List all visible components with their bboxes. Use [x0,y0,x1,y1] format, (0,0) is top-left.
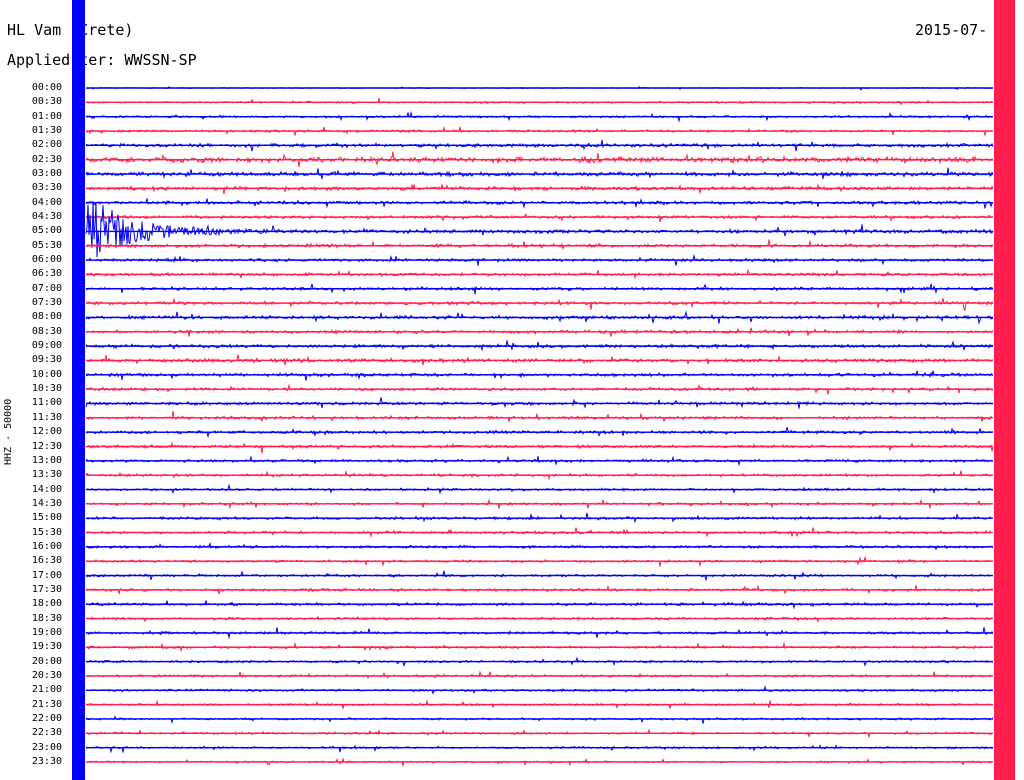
time-tick-label: 14:30 [31,497,62,509]
trace-line [85,201,994,258]
time-tick-label: 05:00 [31,225,62,237]
station-title: HL Vam (Crete) [7,21,134,39]
trace-line [85,383,994,395]
time-tick-label: 14:00 [31,483,62,495]
trace-line [85,411,994,424]
date-label: 2015-07- [915,21,988,39]
time-tick-label: 06:00 [31,254,62,266]
time-tick-label: 09:30 [31,354,62,366]
time-tick-label: 04:00 [31,196,62,208]
trace-line [85,213,994,223]
time-tick-label: 22:30 [31,727,62,739]
right-saturation-bar [994,0,1015,780]
trace-line [85,370,994,381]
time-tick-label: 17:00 [31,569,62,581]
time-tick-label: 08:00 [31,311,62,323]
trace-line [85,340,994,352]
time-tick-label: 03:00 [31,168,62,180]
time-tick-label: 00:00 [31,82,62,93]
time-tick-label: 04:30 [31,211,62,223]
time-tick-label: 11:00 [31,397,62,409]
time-tick-label: 08:30 [31,325,62,337]
time-tick-label: 09:00 [31,340,62,352]
trace-line [85,512,993,524]
trace-line [85,297,994,312]
time-tick-label: 05:30 [31,239,62,251]
time-tick-label: 12:30 [31,440,62,452]
trace-line [85,239,994,250]
time-tick-label: 22:00 [31,712,62,724]
time-tick-label: 07:00 [31,282,62,294]
filter-label: Applied ter: WWSSN-SP [7,51,197,69]
trace-line [85,744,994,754]
time-tick-label: 02:00 [31,139,62,151]
time-tick-label: 06:30 [31,268,62,280]
time-tick-label: 20:00 [31,655,62,667]
time-tick-label: 18:30 [31,612,62,624]
time-tick-label: 07:30 [31,297,62,309]
time-tick-label: 23:30 [31,755,62,767]
time-tick-label: 10:00 [31,368,62,380]
time-tick-label: 17:30 [31,583,62,595]
time-tick-label: 20:30 [31,669,62,681]
time-tick-label: 12:00 [31,426,62,438]
time-tick-label: 10:30 [31,383,62,395]
time-tick-label: 15:00 [31,512,62,524]
time-tick-label: 16:00 [31,540,62,552]
time-tick-label: 21:00 [31,684,62,696]
time-tick-label: 00:30 [31,96,62,108]
time-tick-label: 19:00 [31,626,62,638]
trace-line [85,183,994,195]
time-tick-label: 02:30 [31,153,62,165]
trace-line [85,197,994,209]
time-tick-label: 19:30 [31,641,62,653]
time-tick-label: 15:30 [31,526,62,538]
time-tick-label: 11:30 [31,411,62,423]
trace-line [85,715,994,724]
time-tick-label: 21:30 [31,698,62,710]
time-tick-label: 01:30 [31,125,62,137]
time-tick-label: 01:00 [31,110,62,122]
time-tick-label: 03:30 [31,182,62,194]
time-tick-label: 18:00 [31,598,62,610]
time-tick-label: 13:30 [31,469,62,481]
left-saturation-bar [72,0,85,780]
trace-line [85,441,994,454]
time-tick-label: 16:30 [31,555,62,567]
time-tick-label: 13:00 [31,454,62,466]
trace-line [85,97,994,106]
time-tick-label: 23:00 [31,741,62,753]
trace-line [85,354,994,366]
trace-line [85,670,994,680]
